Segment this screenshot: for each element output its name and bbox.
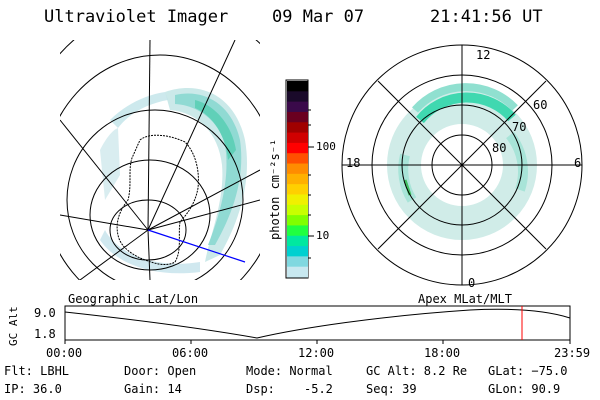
lat-label-70: 70	[512, 120, 527, 134]
colorbar-segment	[287, 101, 308, 113]
colorbar-segment	[287, 142, 308, 154]
geographic-label: Geographic Lat/Lon	[68, 292, 199, 306]
colorbar-segment	[287, 246, 308, 257]
gcalt-info: GC Alt: 8.2 Re	[366, 364, 468, 378]
altitude-plot	[64, 305, 571, 344]
colorbar-segment	[287, 173, 308, 185]
polar-map	[341, 44, 583, 286]
geographic-map	[60, 40, 260, 280]
mlt-label-0: 0	[468, 276, 476, 290]
date-label: 09 Mar 07	[272, 7, 365, 27]
colorbar-tick-10: 10	[316, 229, 330, 242]
colorbar-segment	[287, 204, 308, 216]
flt-info: Flt: LBHL	[4, 364, 70, 378]
apex-label: Apex MLat/MLT	[418, 292, 512, 306]
seq-info: Seq: 39	[366, 382, 417, 396]
altitude-xtick-2: 12:00	[298, 346, 335, 360]
lat-label-60: 60	[533, 98, 548, 112]
colorbar-segment	[287, 215, 308, 226]
altitude-xtick-3: 18:00	[424, 346, 461, 360]
altitude-xtick-1: 06:00	[172, 346, 209, 360]
colorbar-tick-100: 100	[316, 140, 336, 153]
colorbar-segment	[287, 153, 308, 165]
colorbar-segment	[287, 91, 308, 103]
colorbar-unit-label: photon cm⁻²s⁻¹	[268, 138, 282, 240]
colorbar-segment	[287, 184, 308, 195]
ip-info: IP: 36.0	[4, 382, 62, 396]
altitude-ytick-1_8: 1.8	[34, 327, 56, 341]
colorbar-segment	[287, 266, 308, 278]
colorbar-segment	[287, 225, 308, 237]
altitude-ylabel: GC Alt	[7, 306, 20, 346]
altitude-ytick-9: 9.0	[34, 306, 56, 320]
dsp-value: -5.2	[304, 382, 333, 396]
mlt-label-6: 6	[574, 156, 582, 170]
lat-label-80: 80	[492, 141, 507, 155]
gain-info: Gain: 14	[124, 382, 182, 396]
altitude-xtick-0: 00:00	[46, 346, 83, 360]
dsp-info: Dsp:	[246, 382, 275, 396]
mode-info: Mode: Normal	[246, 364, 333, 378]
colorbar-segment	[287, 81, 308, 92]
door-info: Door: Open	[124, 364, 197, 378]
colorbar-segment	[287, 194, 308, 206]
glon-info: GLon: 90.9	[488, 382, 561, 396]
colorbar-segment	[287, 235, 308, 247]
mlt-label-12: 12	[476, 48, 491, 62]
colorbar-segment	[287, 111, 308, 123]
instrument-title: Ultraviolet Imager	[44, 7, 229, 27]
glat-info: GLat: −75.0	[488, 364, 568, 378]
colorbar-segment	[287, 132, 308, 144]
altitude-xtick-4: 23:59	[554, 346, 591, 360]
colorbar-segment	[287, 122, 308, 134]
colorbar-segment	[287, 163, 308, 175]
mlt-label-18: 18	[346, 156, 361, 170]
time-label: 21:41:56 UT	[430, 7, 543, 27]
colorbar-segment	[287, 256, 308, 268]
